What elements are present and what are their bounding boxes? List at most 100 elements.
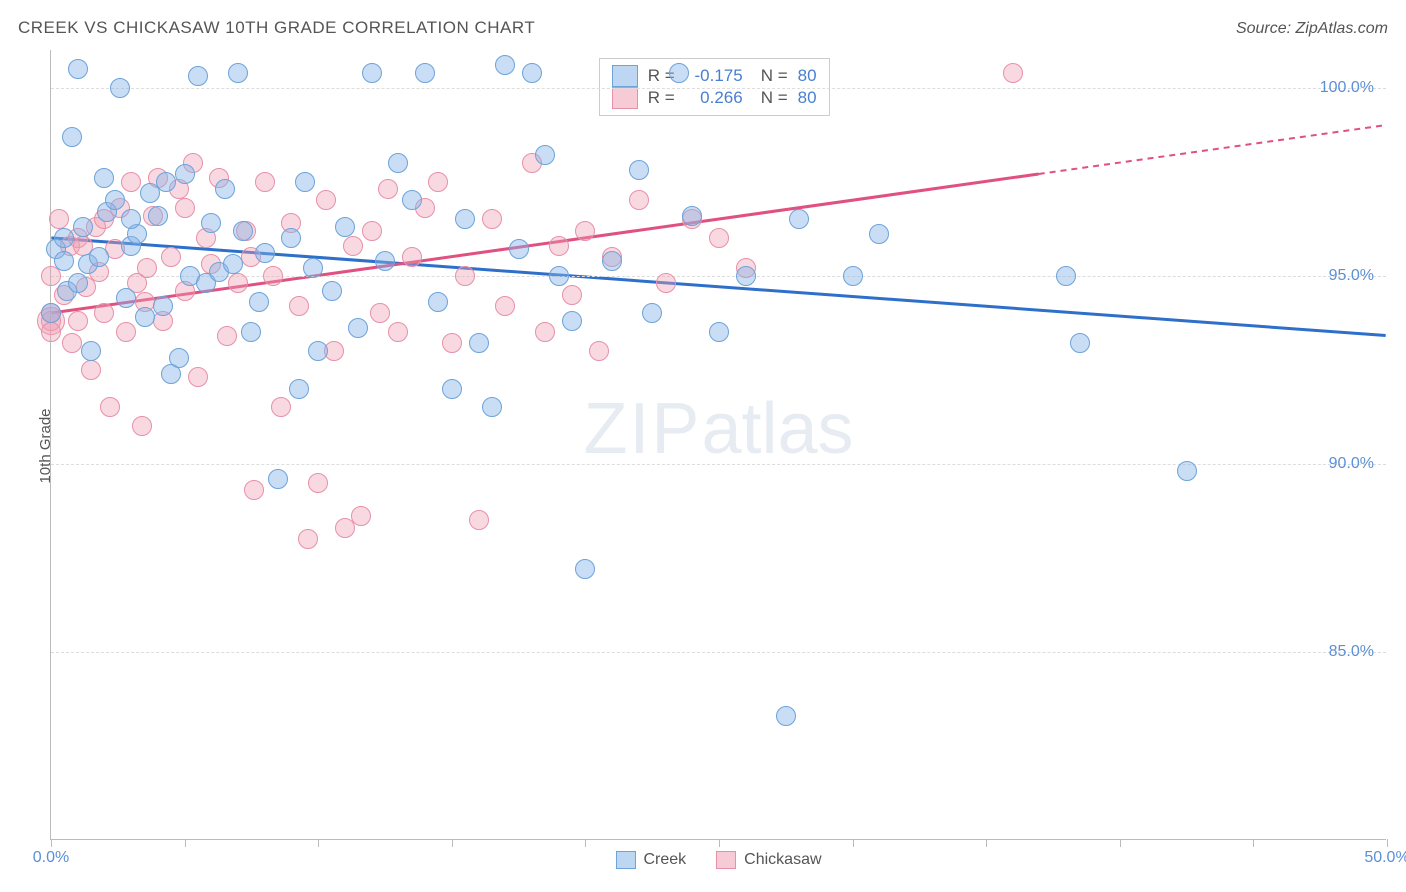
trend-lines xyxy=(51,50,1386,839)
legend-r-value: -0.175 xyxy=(685,66,743,86)
data-point-blue xyxy=(94,168,114,188)
data-point-pink xyxy=(709,228,729,248)
chart-source: Source: ZipAtlas.com xyxy=(1236,20,1388,38)
data-point-blue xyxy=(1056,266,1076,286)
x-tick xyxy=(1120,839,1121,847)
data-point-blue xyxy=(249,292,269,312)
data-point-pink xyxy=(388,322,408,342)
data-point-pink xyxy=(161,247,181,267)
watermark-atlas: atlas xyxy=(701,389,853,469)
legend-row-chickasaw: R =0.266N =80 xyxy=(612,87,817,109)
data-point-blue xyxy=(62,127,82,147)
data-point-pink xyxy=(455,266,475,286)
gridline-h xyxy=(51,88,1386,89)
data-point-blue xyxy=(869,224,889,244)
data-point-pink xyxy=(482,209,502,229)
legend-item-chickasaw[interactable]: Chickasaw xyxy=(716,851,821,869)
data-point-blue xyxy=(148,206,168,226)
data-point-blue xyxy=(669,63,689,83)
data-point-blue xyxy=(415,63,435,83)
data-point-blue xyxy=(469,333,489,353)
x-tick-label: 50.0% xyxy=(1364,849,1406,867)
data-point-pink xyxy=(217,326,237,346)
x-tick xyxy=(986,839,987,847)
data-point-blue xyxy=(308,341,328,361)
data-point-blue xyxy=(602,251,622,271)
data-point-blue xyxy=(562,311,582,331)
chart-header: CREEK VS CHICKASAW 10TH GRADE CORRELATIO… xyxy=(18,18,1388,38)
data-point-pink xyxy=(589,341,609,361)
data-point-pink xyxy=(351,506,371,526)
data-point-blue xyxy=(642,303,662,323)
data-point-pink xyxy=(535,322,555,342)
data-point-blue xyxy=(215,179,235,199)
data-point-blue xyxy=(535,145,555,165)
data-point-blue xyxy=(169,348,189,368)
data-point-pink xyxy=(263,266,283,286)
watermark-zip: ZIP xyxy=(583,389,701,469)
y-tick-label: 95.0% xyxy=(1329,267,1374,285)
x-tick xyxy=(185,839,186,847)
x-tick xyxy=(853,839,854,847)
data-point-pink xyxy=(68,311,88,331)
data-point-blue xyxy=(105,190,125,210)
data-point-blue xyxy=(682,206,702,226)
data-point-blue xyxy=(156,172,176,192)
series-legend: Creek Chickasaw xyxy=(615,851,821,869)
data-point-pink xyxy=(121,172,141,192)
data-point-blue xyxy=(54,251,74,271)
data-point-pink xyxy=(255,172,275,192)
data-point-pink xyxy=(1003,63,1023,83)
data-point-blue xyxy=(41,303,61,323)
data-point-pink xyxy=(41,322,61,342)
data-point-blue xyxy=(68,273,88,293)
data-point-pink xyxy=(549,236,569,256)
legend-swatch-pink xyxy=(716,851,736,869)
data-point-pink xyxy=(402,247,422,267)
data-point-pink xyxy=(308,473,328,493)
legend-item-creek[interactable]: Creek xyxy=(615,851,686,869)
data-point-blue xyxy=(629,160,649,180)
data-point-blue xyxy=(455,209,475,229)
data-point-blue xyxy=(843,266,863,286)
data-point-blue xyxy=(228,63,248,83)
data-point-blue xyxy=(402,190,422,210)
data-point-blue xyxy=(522,63,542,83)
data-point-pink xyxy=(81,360,101,380)
data-point-blue xyxy=(188,66,208,86)
data-point-blue xyxy=(335,217,355,237)
trend-line xyxy=(1039,125,1386,174)
data-point-pink xyxy=(298,529,318,549)
data-point-blue xyxy=(116,288,136,308)
gridline-h xyxy=(51,276,1386,277)
x-tick xyxy=(1253,839,1254,847)
data-point-blue xyxy=(295,172,315,192)
x-tick xyxy=(318,839,319,847)
y-tick-label: 85.0% xyxy=(1329,643,1374,661)
data-point-pink xyxy=(244,480,264,500)
data-point-pink xyxy=(362,221,382,241)
data-point-pink xyxy=(495,296,515,316)
data-point-pink xyxy=(575,221,595,241)
data-point-pink xyxy=(132,416,152,436)
legend-swatch-pink xyxy=(612,87,638,109)
y-tick-label: 90.0% xyxy=(1329,455,1374,473)
data-point-blue xyxy=(73,217,93,237)
x-tick-label: 0.0% xyxy=(33,849,69,867)
data-point-pink xyxy=(629,190,649,210)
watermark: ZIPatlas xyxy=(583,388,853,470)
data-point-blue xyxy=(375,251,395,271)
legend-n-label: N = xyxy=(761,88,788,108)
legend-n-value: 80 xyxy=(798,66,817,86)
data-point-pink xyxy=(62,333,82,353)
x-tick xyxy=(1387,839,1388,847)
data-point-pink xyxy=(49,209,69,229)
data-point-pink xyxy=(137,258,157,278)
data-point-blue xyxy=(110,78,130,98)
data-point-blue xyxy=(482,397,502,417)
data-point-blue xyxy=(709,322,729,342)
legend-r-value: 0.266 xyxy=(685,88,743,108)
data-point-blue xyxy=(362,63,382,83)
data-point-pink xyxy=(271,397,291,417)
legend-n-value: 80 xyxy=(798,88,817,108)
